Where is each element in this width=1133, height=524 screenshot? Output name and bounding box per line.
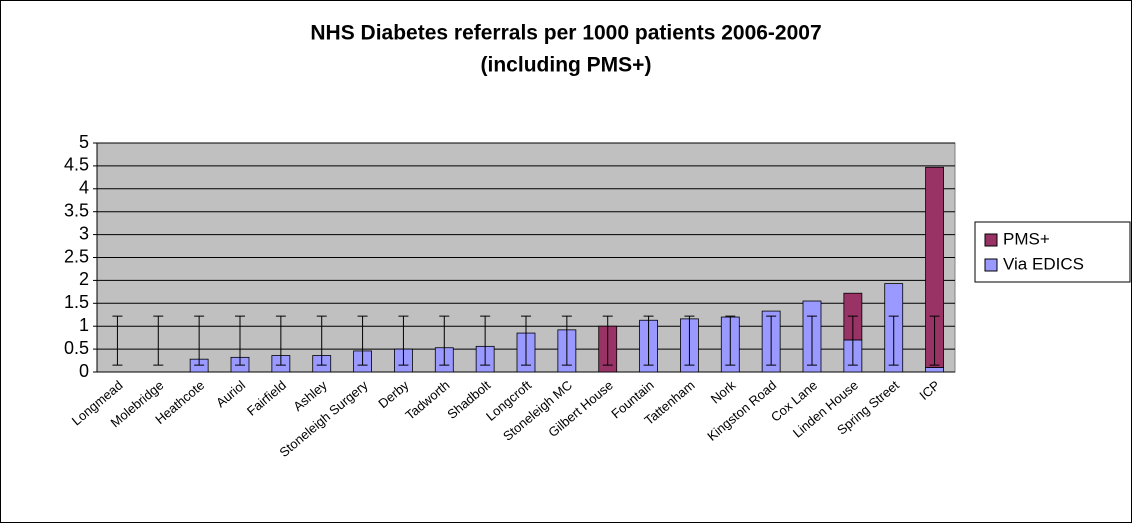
range-bar	[929, 315, 940, 366]
y-tick-label: 4	[79, 178, 89, 198]
y-tick-label: 1.5	[64, 292, 89, 312]
range-bar	[439, 315, 450, 366]
range-bar	[766, 315, 777, 366]
range-bar	[153, 315, 164, 366]
range-bar	[725, 315, 736, 366]
bar-segment	[925, 166, 944, 368]
range-bar	[235, 315, 245, 366]
y-tick-label: 5	[79, 132, 89, 152]
range-bar	[847, 315, 858, 366]
y-tick-label: 0.5	[64, 338, 89, 358]
range-bar	[398, 315, 409, 366]
y-tick-label: 2	[79, 269, 89, 289]
range-bar	[888, 315, 899, 366]
bar-segment	[925, 367, 944, 373]
range-bar	[684, 315, 695, 366]
legend-swatch	[984, 258, 998, 272]
chart-title: (including PMS+)	[481, 54, 652, 77]
range-bar	[112, 315, 123, 366]
legend-swatch	[984, 233, 998, 247]
y-tick-label: 3	[79, 223, 89, 243]
legend-label: Via EDICS	[1003, 254, 1084, 273]
legend-box	[974, 221, 1131, 283]
range-bar	[275, 315, 286, 366]
range-bar	[807, 315, 817, 366]
legend-label: PMS+	[1003, 229, 1050, 248]
range-bar	[602, 315, 613, 366]
y-tick-label: 1	[79, 315, 89, 335]
range-bar	[561, 315, 572, 366]
range-bar	[194, 315, 205, 366]
range-bar	[643, 315, 654, 366]
y-tick-label: 0	[79, 361, 89, 381]
chart-title: NHS Diabetes referrals per 1000 patients…	[310, 22, 821, 45]
y-tick-label: 2.5	[64, 246, 89, 266]
range-bar	[357, 315, 368, 366]
range-bar	[480, 315, 491, 366]
y-tick-label: 4.5	[64, 155, 89, 175]
range-bar	[521, 315, 531, 366]
y-tick-label: 3.5	[64, 200, 89, 220]
range-bar	[316, 315, 327, 366]
